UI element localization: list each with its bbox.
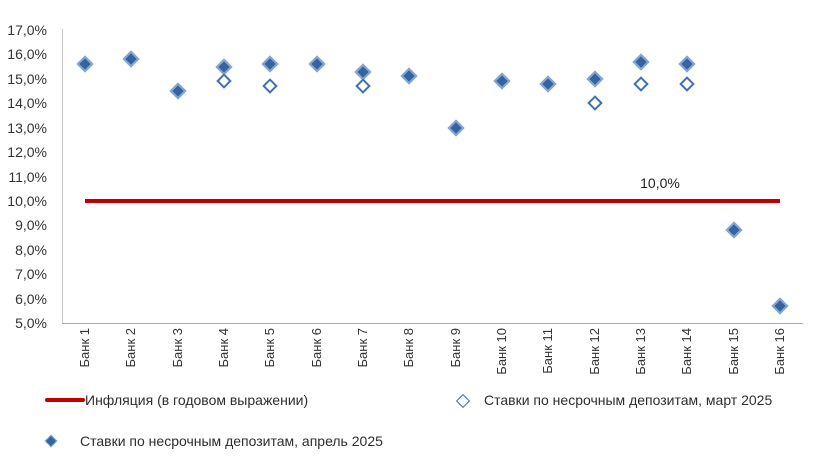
x-category-label: Банк 8: [401, 328, 417, 368]
april-rate-marker: [539, 75, 557, 93]
y-axis-line: [62, 29, 63, 323]
april-rate-marker: [493, 72, 511, 90]
march-rate-marker: [586, 95, 603, 112]
y-tick-label: 12,0%: [7, 144, 47, 161]
y-tick-label: 8,0%: [15, 241, 47, 258]
y-tick-label: 5,0%: [15, 315, 47, 331]
x-category-label: Банк 3: [169, 328, 185, 368]
x-category-label: Банк 4: [216, 328, 232, 368]
x-category-label: Банк 15: [725, 328, 741, 375]
x-category-label: Банк 13: [632, 328, 648, 375]
inflation-value-annotation: 10,0%: [640, 175, 680, 191]
legend-inflation-label: Инфляция (в годовом выражении): [85, 392, 309, 408]
april-rate-marker: [308, 55, 326, 73]
x-category-label: Банк 16: [771, 328, 787, 375]
march-rate-marker: [216, 73, 232, 90]
x-category-label: Банк 5: [262, 328, 278, 368]
x-category-label: Банк 7: [355, 328, 371, 368]
march-rate-marker: [262, 78, 279, 94]
x-category-label: Банк 12: [586, 328, 602, 375]
x-category-label: Банк 14: [679, 328, 695, 375]
april-rate-marker: [122, 50, 140, 68]
april-rate-marker: [771, 297, 789, 315]
y-tick-label: 16,0%: [7, 46, 47, 63]
legend-april-diamond-icon: [44, 434, 58, 448]
april-rate-marker: [400, 67, 418, 85]
y-tick-label: 10,0%: [7, 192, 47, 209]
y-tick-label: 6,0%: [15, 290, 47, 307]
april-rate-marker: [76, 55, 94, 73]
inflation-line: [85, 198, 780, 203]
legend-april-label: Ставки по несрочным депозитам, апрель 20…: [80, 433, 383, 449]
x-category-label: Банк 9: [447, 328, 463, 368]
x-category-label: Банк 1: [77, 328, 93, 368]
y-tick-label: 9,0%: [15, 217, 47, 234]
y-tick-label: 17,0%: [7, 22, 47, 38]
y-tick-label: 11,0%: [8, 168, 47, 185]
march-rate-marker: [355, 78, 371, 94]
y-tick-label: 13,0%: [7, 119, 47, 136]
x-axis-line: [62, 323, 803, 324]
y-tick-label: 14,0%: [7, 95, 47, 112]
legend-march-label: Ставки по несрочным депозитам, март 2025: [484, 392, 773, 408]
march-rate-marker: [633, 75, 649, 92]
legend-march-diamond-icon: [455, 393, 471, 409]
legend-inflation-line-swatch: [45, 398, 85, 402]
x-category-label: Банк 6: [308, 328, 324, 368]
april-rate-marker: [586, 70, 604, 88]
x-category-label: Банк 11: [540, 328, 556, 374]
april-rate-marker: [261, 55, 279, 73]
april-rate-marker: [632, 53, 650, 71]
april-rate-marker: [169, 82, 187, 100]
x-category-label: Банк 2: [123, 328, 139, 368]
y-tick-label: 15,0%: [7, 70, 47, 87]
april-rate-marker: [725, 221, 743, 239]
march-rate-marker: [679, 75, 695, 92]
x-category-label: Банк 10: [493, 328, 509, 375]
y-tick-label: 7,0%: [15, 266, 47, 283]
april-rate-marker: [447, 119, 465, 137]
april-rate-marker: [678, 55, 696, 73]
